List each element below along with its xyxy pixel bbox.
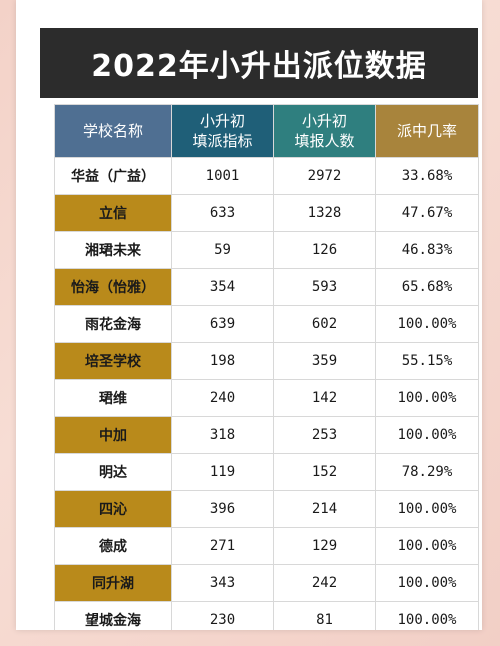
header-applicants: 小升初 填报人数 — [273, 104, 376, 158]
table-row: 华益（广益） 1001 2972 33.68% — [54, 157, 479, 195]
table-row: 怡海（怡雅） 354 593 65.68% — [54, 268, 479, 306]
school-name-cell: 中加 — [54, 416, 172, 454]
school-name-cell: 怡海（怡雅） — [54, 268, 172, 306]
applicants-cell: 214 — [273, 490, 376, 528]
header-rate: 派中几率 — [375, 104, 479, 158]
header-quota: 小升初 填派指标 — [171, 104, 274, 158]
quota-cell: 318 — [171, 416, 274, 454]
applicants-cell: 2972 — [273, 157, 376, 195]
data-table: 学校名称 小升初 填派指标 小升初 填报人数 派中几率 华益（广益） 1001 … — [54, 104, 479, 630]
table-row: 德成 271 129 100.00% — [54, 527, 479, 565]
title-banner: 2022年小升出派位数据 — [40, 28, 478, 98]
quota-cell: 59 — [171, 231, 274, 269]
page-title: 2022年小升出派位数据 — [91, 49, 427, 84]
school-name-cell: 四沁 — [54, 490, 172, 528]
applicants-cell: 242 — [273, 564, 376, 602]
rate-cell: 100.00% — [375, 527, 479, 565]
table-row: 雨花金海 639 602 100.00% — [54, 305, 479, 343]
quota-cell: 271 — [171, 527, 274, 565]
rate-cell: 100.00% — [375, 379, 479, 417]
rate-cell: 33.68% — [375, 157, 479, 195]
header-school-name: 学校名称 — [54, 104, 172, 158]
rate-cell: 100.00% — [375, 416, 479, 454]
table-row: 中加 318 253 100.00% — [54, 416, 479, 454]
table-row: 四沁 396 214 100.00% — [54, 490, 479, 528]
school-name-cell: 德成 — [54, 527, 172, 565]
rate-cell: 47.67% — [375, 194, 479, 232]
quota-cell: 119 — [171, 453, 274, 491]
school-name-cell: 同升湖 — [54, 564, 172, 602]
quota-cell: 633 — [171, 194, 274, 232]
applicants-cell: 142 — [273, 379, 376, 417]
rate-cell: 100.00% — [375, 601, 479, 630]
table-header-row: 学校名称 小升初 填派指标 小升初 填报人数 派中几率 — [54, 104, 479, 158]
rate-cell: 100.00% — [375, 564, 479, 602]
quota-cell: 240 — [171, 379, 274, 417]
applicants-cell: 152 — [273, 453, 376, 491]
rate-cell: 100.00% — [375, 490, 479, 528]
quota-cell: 396 — [171, 490, 274, 528]
table-row: 湘珺未来 59 126 46.83% — [54, 231, 479, 269]
header-quota-line2: 填派指标 — [192, 132, 253, 150]
table-row: 立信 633 1328 47.67% — [54, 194, 479, 232]
rate-cell: 100.00% — [375, 305, 479, 343]
applicants-cell: 359 — [273, 342, 376, 380]
rate-cell: 78.29% — [375, 453, 479, 491]
school-name-cell: 雨花金海 — [54, 305, 172, 343]
school-name-cell: 明达 — [54, 453, 172, 491]
table-row: 培圣学校 198 359 55.15% — [54, 342, 479, 380]
table-row: 明达 119 152 78.29% — [54, 453, 479, 491]
quota-cell: 1001 — [171, 157, 274, 195]
applicants-cell: 81 — [273, 601, 376, 630]
school-name-cell: 珺维 — [54, 379, 172, 417]
rate-cell: 46.83% — [375, 231, 479, 269]
applicants-cell: 253 — [273, 416, 376, 454]
school-name-cell: 培圣学校 — [54, 342, 172, 380]
quota-cell: 343 — [171, 564, 274, 602]
table-row: 望城金海 230 81 100.00% — [54, 601, 479, 630]
school-name-cell: 望城金海 — [54, 601, 172, 630]
school-name-cell: 湘珺未来 — [54, 231, 172, 269]
table-row: 同升湖 343 242 100.00% — [54, 564, 479, 602]
header-quota-line1: 小升初 — [199, 112, 245, 130]
school-name-cell: 华益（广益） — [54, 157, 172, 195]
quota-cell: 230 — [171, 601, 274, 630]
table-row: 珺维 240 142 100.00% — [54, 379, 479, 417]
rate-cell: 55.15% — [375, 342, 479, 380]
rate-cell: 65.68% — [375, 268, 479, 306]
applicants-cell: 129 — [273, 527, 376, 565]
school-name-cell: 立信 — [54, 194, 172, 232]
header-applicants-line1: 小升初 — [301, 112, 347, 130]
document-sheet: 2022年小升出派位数据 学校名称 小升初 填派指标 小升初 填报人数 派中几率 — [16, 0, 482, 630]
quota-cell: 639 — [171, 305, 274, 343]
applicants-cell: 602 — [273, 305, 376, 343]
quota-cell: 198 — [171, 342, 274, 380]
header-applicants-line2: 填报人数 — [294, 132, 355, 150]
applicants-cell: 593 — [273, 268, 376, 306]
applicants-cell: 1328 — [273, 194, 376, 232]
applicants-cell: 126 — [273, 231, 376, 269]
quota-cell: 354 — [171, 268, 274, 306]
